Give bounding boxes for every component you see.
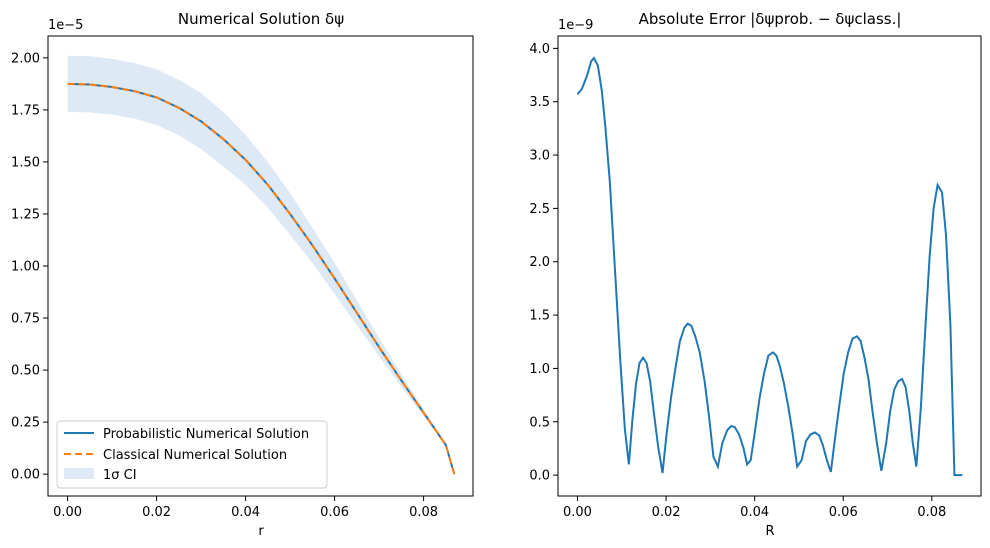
left-y-tick-label: 1.00 — [11, 260, 40, 275]
left-panel: 0.00 0.02 0.04 0.06 0.08 0.00 0.25 0.50 0.75 1.0… — [11, 10, 474, 539]
probabilistic-solution-line — [67, 82, 456, 475]
left-x-axis-label: r — [258, 524, 264, 539]
legend: Probabilistic Numerical Solution Classic… — [56, 420, 328, 489]
right-y-tick-label: 1.0 — [529, 362, 550, 377]
absolute-error-line — [576, 56, 963, 477]
right-y-scale-label: 1e−9 — [558, 18, 593, 33]
left-y-tick-label: 2.00 — [11, 51, 40, 66]
right-y-tick-label: 1.5 — [529, 309, 550, 324]
left-y-ticks: 0.00 0.25 0.50 0.75 1.00 1.25 1.50 1.75 2.00 — [11, 51, 48, 483]
left-y-tick-label: 0.00 — [11, 468, 40, 483]
right-y-tick-label: 0.5 — [529, 415, 550, 430]
right-x-ticks: 0.00 0.02 0.04 0.06 0.08 — [563, 496, 946, 520]
right-y-tick-label: 4.0 — [529, 42, 550, 57]
ci-band — [67, 55, 455, 475]
left-x-tick-label: 0.02 — [142, 505, 171, 520]
right-y-tick-label: 2.0 — [529, 255, 550, 270]
classical-solution-line — [67, 82, 456, 475]
legend-box — [56, 420, 328, 489]
left-y-tick-label: 0.75 — [11, 312, 40, 327]
right-chart-title: Absolute Error |δψprob. − δψclass.| — [639, 10, 902, 28]
left-y-tick-label: 0.25 — [11, 416, 40, 431]
left-chart-title: Numerical Solution δψ — [178, 10, 344, 28]
left-y-tick-label: 1.75 — [11, 103, 40, 118]
left-x-tick-label: 0.04 — [231, 505, 260, 520]
right-y-ticks: 0.0 0.5 1.0 1.5 2.0 2.5 3.0 3.5 4.0 — [529, 42, 558, 484]
right-x-tick-label: 0.00 — [563, 505, 592, 520]
left-y-tick-label: 1.25 — [11, 207, 40, 222]
legend-label-ci: 1σ CI — [103, 468, 137, 483]
right-x-tick-label: 0.08 — [917, 505, 946, 520]
right-y-tick-label: 3.0 — [529, 149, 550, 164]
right-x-tick-label: 0.06 — [829, 505, 858, 520]
right-x-tick-label: 0.02 — [652, 505, 681, 520]
right-y-tick-label: 2.5 — [529, 202, 550, 217]
right-x-axis-label: R — [765, 524, 774, 539]
left-x-ticks: 0.00 0.02 0.04 0.06 0.08 — [53, 496, 438, 520]
right-x-tick-label: 0.04 — [740, 505, 769, 520]
left-x-tick-label: 0.08 — [409, 505, 438, 520]
left-y-tick-label: 0.50 — [11, 364, 40, 379]
left-y-scale-label: 1e−5 — [48, 18, 83, 33]
legend-swatch-ci — [64, 468, 94, 479]
right-y-tick-label: 0.0 — [529, 469, 550, 484]
right-panel: 0.00 0.02 0.04 0.06 0.08 0.0 0.5 1.0 1.5 2.0 2.5 3… — [529, 10, 982, 539]
left-x-tick-label: 0.00 — [53, 505, 82, 520]
left-y-tick-label: 1.50 — [11, 155, 40, 170]
right-y-tick-label: 3.5 — [529, 95, 550, 110]
legend-label-probabilistic: Probabilistic Numerical Solution — [103, 427, 309, 442]
right-axes-frame — [557, 35, 982, 497]
left-x-tick-label: 0.06 — [320, 505, 349, 520]
legend-label-classical: Classical Numerical Solution — [103, 448, 287, 463]
